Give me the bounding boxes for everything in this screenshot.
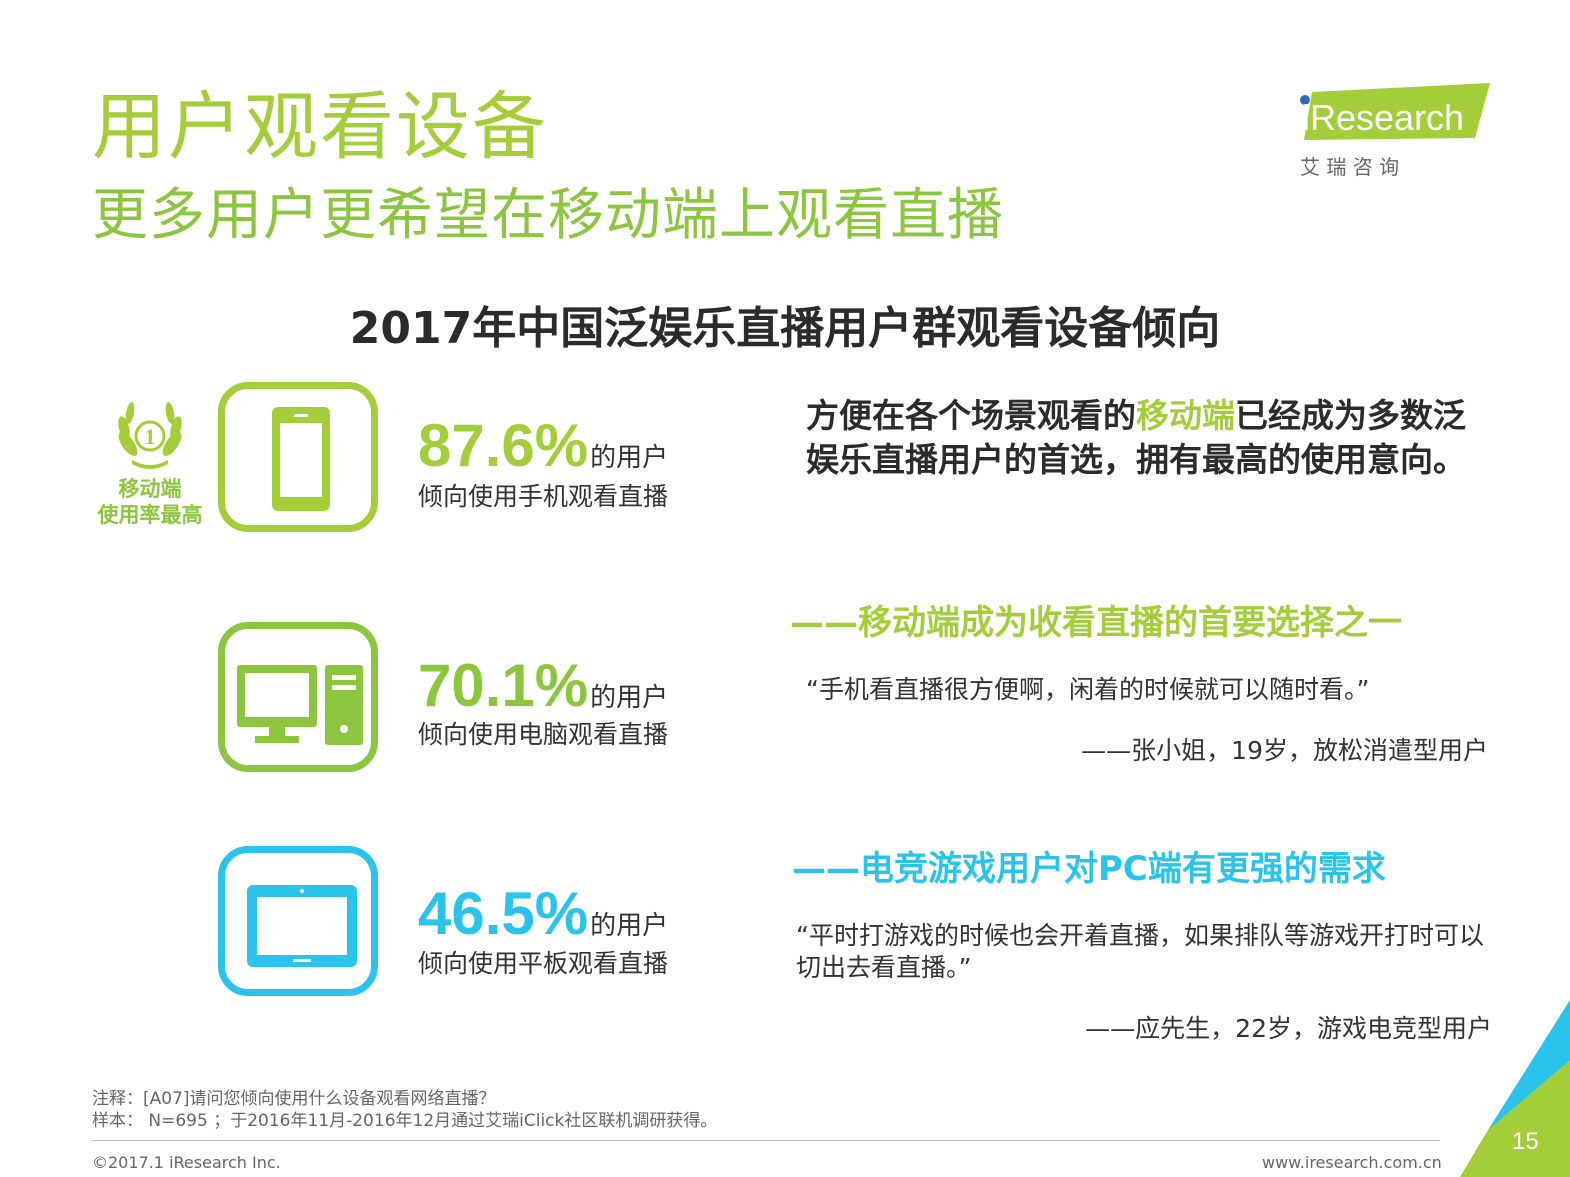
- badge-rank: 1: [145, 424, 156, 449]
- iresearch-logo: iResearch 艾 瑞 咨 询: [1290, 80, 1500, 190]
- key-claim: 方便在各个场景观看的移动端已经成为多数泛娱乐直播用户的首选，拥有最高的使用意向。: [806, 394, 1486, 482]
- footnote-question: 注释：[A07]请问您倾向使用什么设备观看网络直播？: [92, 1089, 496, 1109]
- smartphone-icon-box: [218, 382, 378, 532]
- footnote-sample: 样本： N=695 ；于2016年11月-2016年12月通过艾瑞iClick社…: [92, 1111, 718, 1131]
- tablet-percent: 46.5%: [418, 880, 589, 947]
- phone-desc: 倾向使用手机观看直播: [418, 482, 669, 511]
- smartphone-icon: [272, 407, 330, 511]
- section1-heading: ——移动端成为收看直播的首要选择之一: [790, 603, 1402, 643]
- logo-wordmark: iResearch: [1302, 97, 1464, 138]
- section2-heading: ——电竞游戏用户对PC端有更强的需求: [792, 849, 1386, 889]
- desktop-icon-box: [218, 622, 378, 772]
- page-number: 15: [1512, 1128, 1539, 1155]
- desktop-computer-icon: [237, 665, 363, 745]
- corner-decoration: [1460, 1000, 1570, 1177]
- claim-pre: 方便在各个场景观看的: [806, 396, 1136, 435]
- logo-cn: 艾 瑞 咨 询: [1300, 155, 1399, 179]
- pc-suffix: 的用户: [590, 682, 669, 712]
- rank-badge: 1 移动端 使用率最高: [92, 398, 208, 528]
- tablet-desc: 倾向使用平板观看直播: [418, 949, 669, 978]
- copyright: ©2017.1 iResearch Inc.: [92, 1153, 281, 1172]
- phone-stat: 87.6%的用户: [418, 416, 668, 476]
- pc-percent: 70.1%: [418, 652, 589, 719]
- claim-post: 已经成为多数泛娱乐直播用户的首选，拥有最高的使用意向。: [806, 396, 1466, 479]
- claim-highlight: 移动端: [1136, 396, 1235, 435]
- footer-divider: [92, 1140, 1440, 1141]
- chart-title: 2017年中国泛娱乐直播用户群观看设备倾向: [349, 303, 1221, 354]
- tablet-stat: 46.5%的用户: [418, 884, 668, 944]
- logo-graphic: iResearch 艾 瑞 咨 询: [1300, 83, 1490, 179]
- tablet-icon-box: [218, 846, 378, 996]
- phone-percent: 87.6%: [418, 412, 589, 479]
- badge-line1: 移动端: [118, 477, 182, 501]
- page-subtitle: 更多用户更希望在移动端上观看直播: [92, 183, 1004, 248]
- badge-line2: 使用率最高: [97, 503, 203, 527]
- tablet-suffix: 的用户: [590, 910, 669, 940]
- phone-suffix: 的用户: [590, 442, 669, 472]
- pc-stat: 70.1%的用户: [418, 656, 668, 716]
- section1-quote: “手机看直播很方便啊，闲着的时候就可以随时看。”: [806, 675, 1370, 704]
- laurel-wreath-icon: 1: [118, 402, 182, 469]
- page-title: 用户观看设备: [92, 84, 548, 170]
- website-url: www.iresearch.com.cn: [1262, 1153, 1442, 1172]
- pc-desc: 倾向使用电脑观看直播: [418, 720, 669, 749]
- section2-quote: “平时打游戏的时候也会开着直播，如果排队等游戏开打时可以切出去看直播。”: [796, 921, 1484, 982]
- section2-attribution: ——应先生，22岁，游戏电竞型用户: [1085, 1014, 1492, 1043]
- tablet-icon: [247, 885, 357, 967]
- section1-attribution: ——张小姐，19岁，放松消遣型用户: [1081, 736, 1488, 765]
- footnote: 注释：[A07]请问您倾向使用什么设备观看网络直播？ 样本： N=695 ；于2…: [92, 1088, 717, 1132]
